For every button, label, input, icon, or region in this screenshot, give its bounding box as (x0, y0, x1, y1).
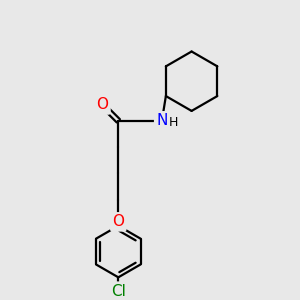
Text: O: O (112, 214, 124, 229)
Text: N: N (156, 113, 168, 128)
Text: Cl: Cl (111, 284, 126, 299)
Text: H: H (169, 116, 178, 129)
Text: O: O (97, 98, 109, 112)
